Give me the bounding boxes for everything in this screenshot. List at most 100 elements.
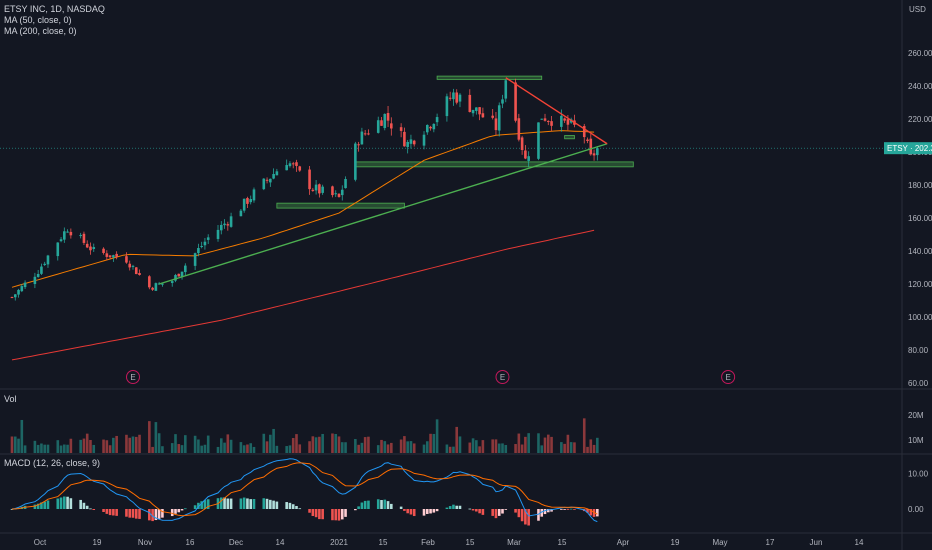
candle-body xyxy=(448,97,452,99)
candle-body xyxy=(386,113,390,121)
volume-bar xyxy=(390,442,393,453)
volume-bar xyxy=(216,446,220,453)
volume-bar xyxy=(66,444,69,453)
candle-body xyxy=(79,235,82,237)
candle-body xyxy=(432,123,436,130)
macd-histogram-bar xyxy=(432,509,436,513)
macd-histogram-bar xyxy=(125,509,128,517)
volume-bar xyxy=(354,439,357,453)
macd-histogram-bar xyxy=(376,499,380,509)
volume-bar xyxy=(514,444,517,453)
volume-bar xyxy=(174,434,177,453)
macd-histogram-bar xyxy=(43,501,46,509)
macd-histogram-bar xyxy=(497,509,501,516)
macd-histogram-bar xyxy=(331,509,334,521)
ma50-line xyxy=(11,130,595,288)
candle-body xyxy=(40,266,43,274)
volume-bar xyxy=(46,444,50,453)
volume-bar xyxy=(170,443,174,453)
macd-histogram-bar xyxy=(475,509,478,512)
ma200-line xyxy=(11,229,595,361)
candle-body xyxy=(46,255,50,265)
macd-histogram-bar xyxy=(59,497,63,509)
candle-body xyxy=(344,179,347,189)
candle-body xyxy=(582,126,586,138)
volume-bar xyxy=(569,442,573,453)
volume-bar xyxy=(550,436,553,453)
candle-body xyxy=(219,224,223,231)
price-tick-label: 220.00 xyxy=(908,115,932,124)
macd-pane-label[interactable]: MACD (12, 26, close, 9) xyxy=(4,458,101,468)
candle-body xyxy=(177,273,181,277)
macd-histogram-bar xyxy=(102,509,105,512)
candle-body xyxy=(128,263,132,268)
price-tick-label: 80.00 xyxy=(908,346,929,355)
macd-histogram-bar xyxy=(131,509,135,518)
volume-bar xyxy=(249,443,253,453)
macd-histogram-bar xyxy=(334,509,338,521)
volume-bar xyxy=(406,441,409,453)
volume-bar xyxy=(504,445,508,453)
candle-body xyxy=(23,282,27,288)
candle-body xyxy=(154,283,158,291)
candle-body xyxy=(298,166,302,171)
candle-body xyxy=(85,243,89,248)
volume-bar xyxy=(180,445,184,453)
macd-histogram-bar xyxy=(337,509,341,521)
candle-body xyxy=(112,255,115,258)
candle-body xyxy=(138,273,141,275)
candle-body xyxy=(478,107,481,115)
macd-histogram-bar xyxy=(285,502,288,509)
candle-body xyxy=(66,231,69,233)
macd-histogram-bar xyxy=(288,502,292,509)
volume-bar xyxy=(102,439,105,453)
volume-bar xyxy=(537,433,540,453)
candle-body xyxy=(43,263,46,265)
candle-body xyxy=(592,153,596,156)
macd-histogram-bar xyxy=(517,509,521,518)
time-tick-label: 19 xyxy=(93,538,102,547)
candle-body xyxy=(102,248,105,253)
volume-bar xyxy=(357,444,360,453)
macd-histogram-bar xyxy=(10,509,14,510)
macd-histogram-bar xyxy=(406,509,409,514)
volume-bar xyxy=(478,446,481,453)
price-tick-label: 60.00 xyxy=(908,379,929,388)
price-tick-label: 240.00 xyxy=(908,82,932,91)
candle-body xyxy=(288,163,292,167)
volume-bar xyxy=(560,442,563,453)
symbol-title[interactable]: ETSY INC, 1D, NASDAQ xyxy=(4,4,105,14)
macd-histogram-bar xyxy=(429,509,432,514)
volume-bar xyxy=(157,433,161,453)
volume-bar xyxy=(445,444,449,453)
macd-histogram-bar xyxy=(340,509,344,520)
price-tick-label: 180.00 xyxy=(908,181,932,190)
earnings-marker-icon xyxy=(125,370,140,384)
candle-body xyxy=(360,131,364,145)
volume-bar xyxy=(105,440,109,453)
volume-bar xyxy=(308,441,311,453)
candle-body xyxy=(272,173,275,179)
volume-bar xyxy=(344,442,347,453)
candle-body xyxy=(56,242,60,257)
volume-pane-label[interactable]: Vol xyxy=(4,394,17,404)
candle-body xyxy=(82,233,86,243)
volume-bar xyxy=(543,437,547,453)
macd-histogram-bar xyxy=(272,500,275,509)
volume-bar xyxy=(112,437,115,453)
volume-bar xyxy=(475,440,478,453)
volume-tick-label: 20M xyxy=(908,411,924,420)
volume-bar xyxy=(203,444,207,453)
macd-histogram-bar xyxy=(262,498,266,509)
volume-bar xyxy=(229,439,233,453)
ma50-legend[interactable]: MA (50, close, 0) xyxy=(4,15,72,25)
macd-histogram-bar xyxy=(455,505,459,509)
candle-body xyxy=(59,239,63,242)
macd-histogram-bar xyxy=(128,509,132,518)
ma200-legend[interactable]: MA (200, close, 0) xyxy=(4,26,77,36)
candle-body xyxy=(239,210,243,217)
candle-body xyxy=(161,283,164,285)
candle-body xyxy=(527,156,530,161)
